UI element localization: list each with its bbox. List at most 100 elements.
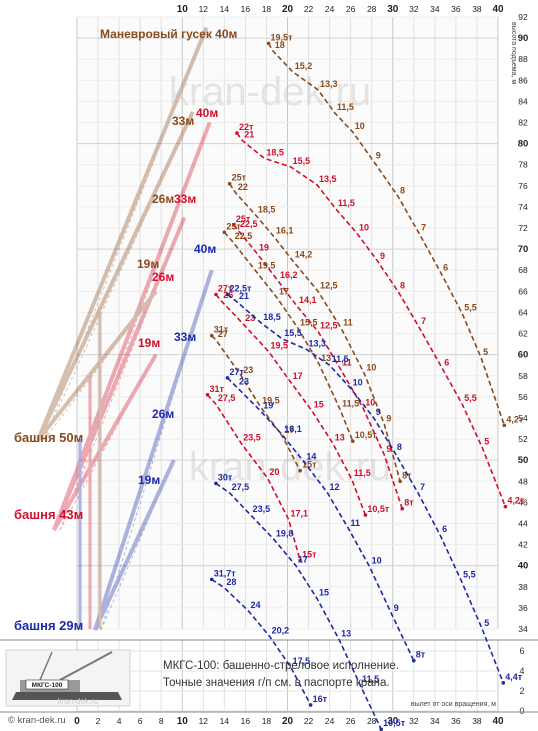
data-label: 10,5т [355,430,378,440]
data-label: 22,5 [240,219,258,229]
series-point [412,658,416,663]
series-point [503,504,508,509]
label-red-26: 26м [152,270,174,284]
series-point [298,468,302,473]
data-label: 4,2т [506,414,524,424]
data-label: 14,1 [299,295,317,305]
boom-line [36,290,158,442]
grid [76,16,499,712]
data-label: 7 [420,482,425,492]
x-tick-bottom: 38 [472,716,482,726]
series-point [225,376,230,380]
data-label: 10,5т [383,718,406,728]
x-tick-bottom: 4 [117,716,122,726]
data-label: 15т [302,460,317,470]
boom-line [36,111,195,441]
data-label: 5 [483,347,488,357]
series-line [215,293,367,516]
boom-lattice [59,217,185,531]
y-tick-label: 92 [518,12,528,22]
data-label: 24 [251,600,261,610]
data-label: 11 [343,317,353,327]
data-label: 17 [298,555,308,565]
label-red-19: 19м [138,336,160,350]
lower-tick-label: 0 [519,706,524,716]
data-label: 17 [284,425,294,435]
data-label: 4,2т [507,496,525,506]
data-label: 13,3 [308,338,326,348]
y-tick-label: 80 [518,139,529,150]
x-tick-bottom: 36 [451,716,461,726]
y-tick-label: 82 [518,118,528,128]
data-label: 8т [416,650,426,660]
data-label: 13 [341,629,351,639]
series-point [398,479,402,484]
data-label: 20 [270,467,280,477]
y-tick-label: 70 [518,244,529,255]
data-label: 11,5 [354,468,371,478]
label-blue-33: 33м [174,330,196,344]
x-tick-top: 18 [262,4,272,14]
x-tick-top: 20 [282,4,294,15]
x-tick-bottom: 28 [367,716,377,726]
data-label: 15,5 [293,156,311,166]
x-tick-bottom: 32 [409,716,419,726]
x-tick-top: 36 [451,4,461,14]
y-tick-label: 52 [518,434,528,444]
x-tick-top: 22 [304,4,314,14]
data-label: 9 [386,413,391,423]
y-tick-label: 56 [518,392,528,402]
x-tick-bottom: 24 [325,716,335,726]
y-tick-label: 76 [518,181,528,191]
data-label: 22,5т [230,284,253,294]
x-tick-top: 38 [472,4,482,14]
data-label: 13 [321,353,331,363]
data-label: 17,1 [291,508,309,518]
label-brown-26: 26м [152,192,174,206]
data-label: 28 [226,577,236,587]
data-label: 10 [359,222,369,232]
data-label: 27т [218,284,233,294]
x-tick-top: 30 [387,4,399,15]
series-line [211,335,301,472]
y-tick-label: 46 [518,497,528,507]
data-label: 18,5 [258,204,276,214]
data-label: 15 [314,400,324,410]
data-label: 27 [218,329,228,339]
lower-tick-label: 2 [519,686,524,696]
series-point [266,41,271,46]
x-tick-bottom: 0 [74,716,80,727]
data-label: 9 [380,251,385,261]
data-label: 7 [421,222,426,232]
data-label: 5 [484,437,489,447]
y-tick-label: 42 [518,540,528,550]
data-label: 10,5т [367,504,390,514]
y-tick-label: 38 [518,582,528,592]
data-label: 31т [210,384,225,394]
data-label: 17 [279,287,289,297]
crane-badge: МКГС-100 [32,682,63,689]
data-label: 15,2 [295,61,313,71]
data-label: 4,4т [505,672,523,682]
data-label: 19,5 [271,340,289,350]
data-label: 18,5 [266,147,284,157]
data-label: 16т [313,694,328,704]
boom-line [52,121,212,531]
data-label: 22,5 [235,231,253,241]
label-blue-26: 26м [152,407,174,421]
series-line [223,231,354,442]
series-point [308,703,313,707]
data-label: 13,3 [320,79,338,89]
label-brown-19: 19м [137,257,159,271]
data-label: 22 [238,182,248,192]
data-label: 23 [245,313,255,323]
boom-lattice [43,291,157,441]
data-label: 31т [214,325,229,335]
data-label: 12 [329,482,339,492]
lower-tick-label: 4 [519,666,524,676]
x-tick-bottom: 8 [159,716,164,726]
data-label: 23 [243,365,253,375]
